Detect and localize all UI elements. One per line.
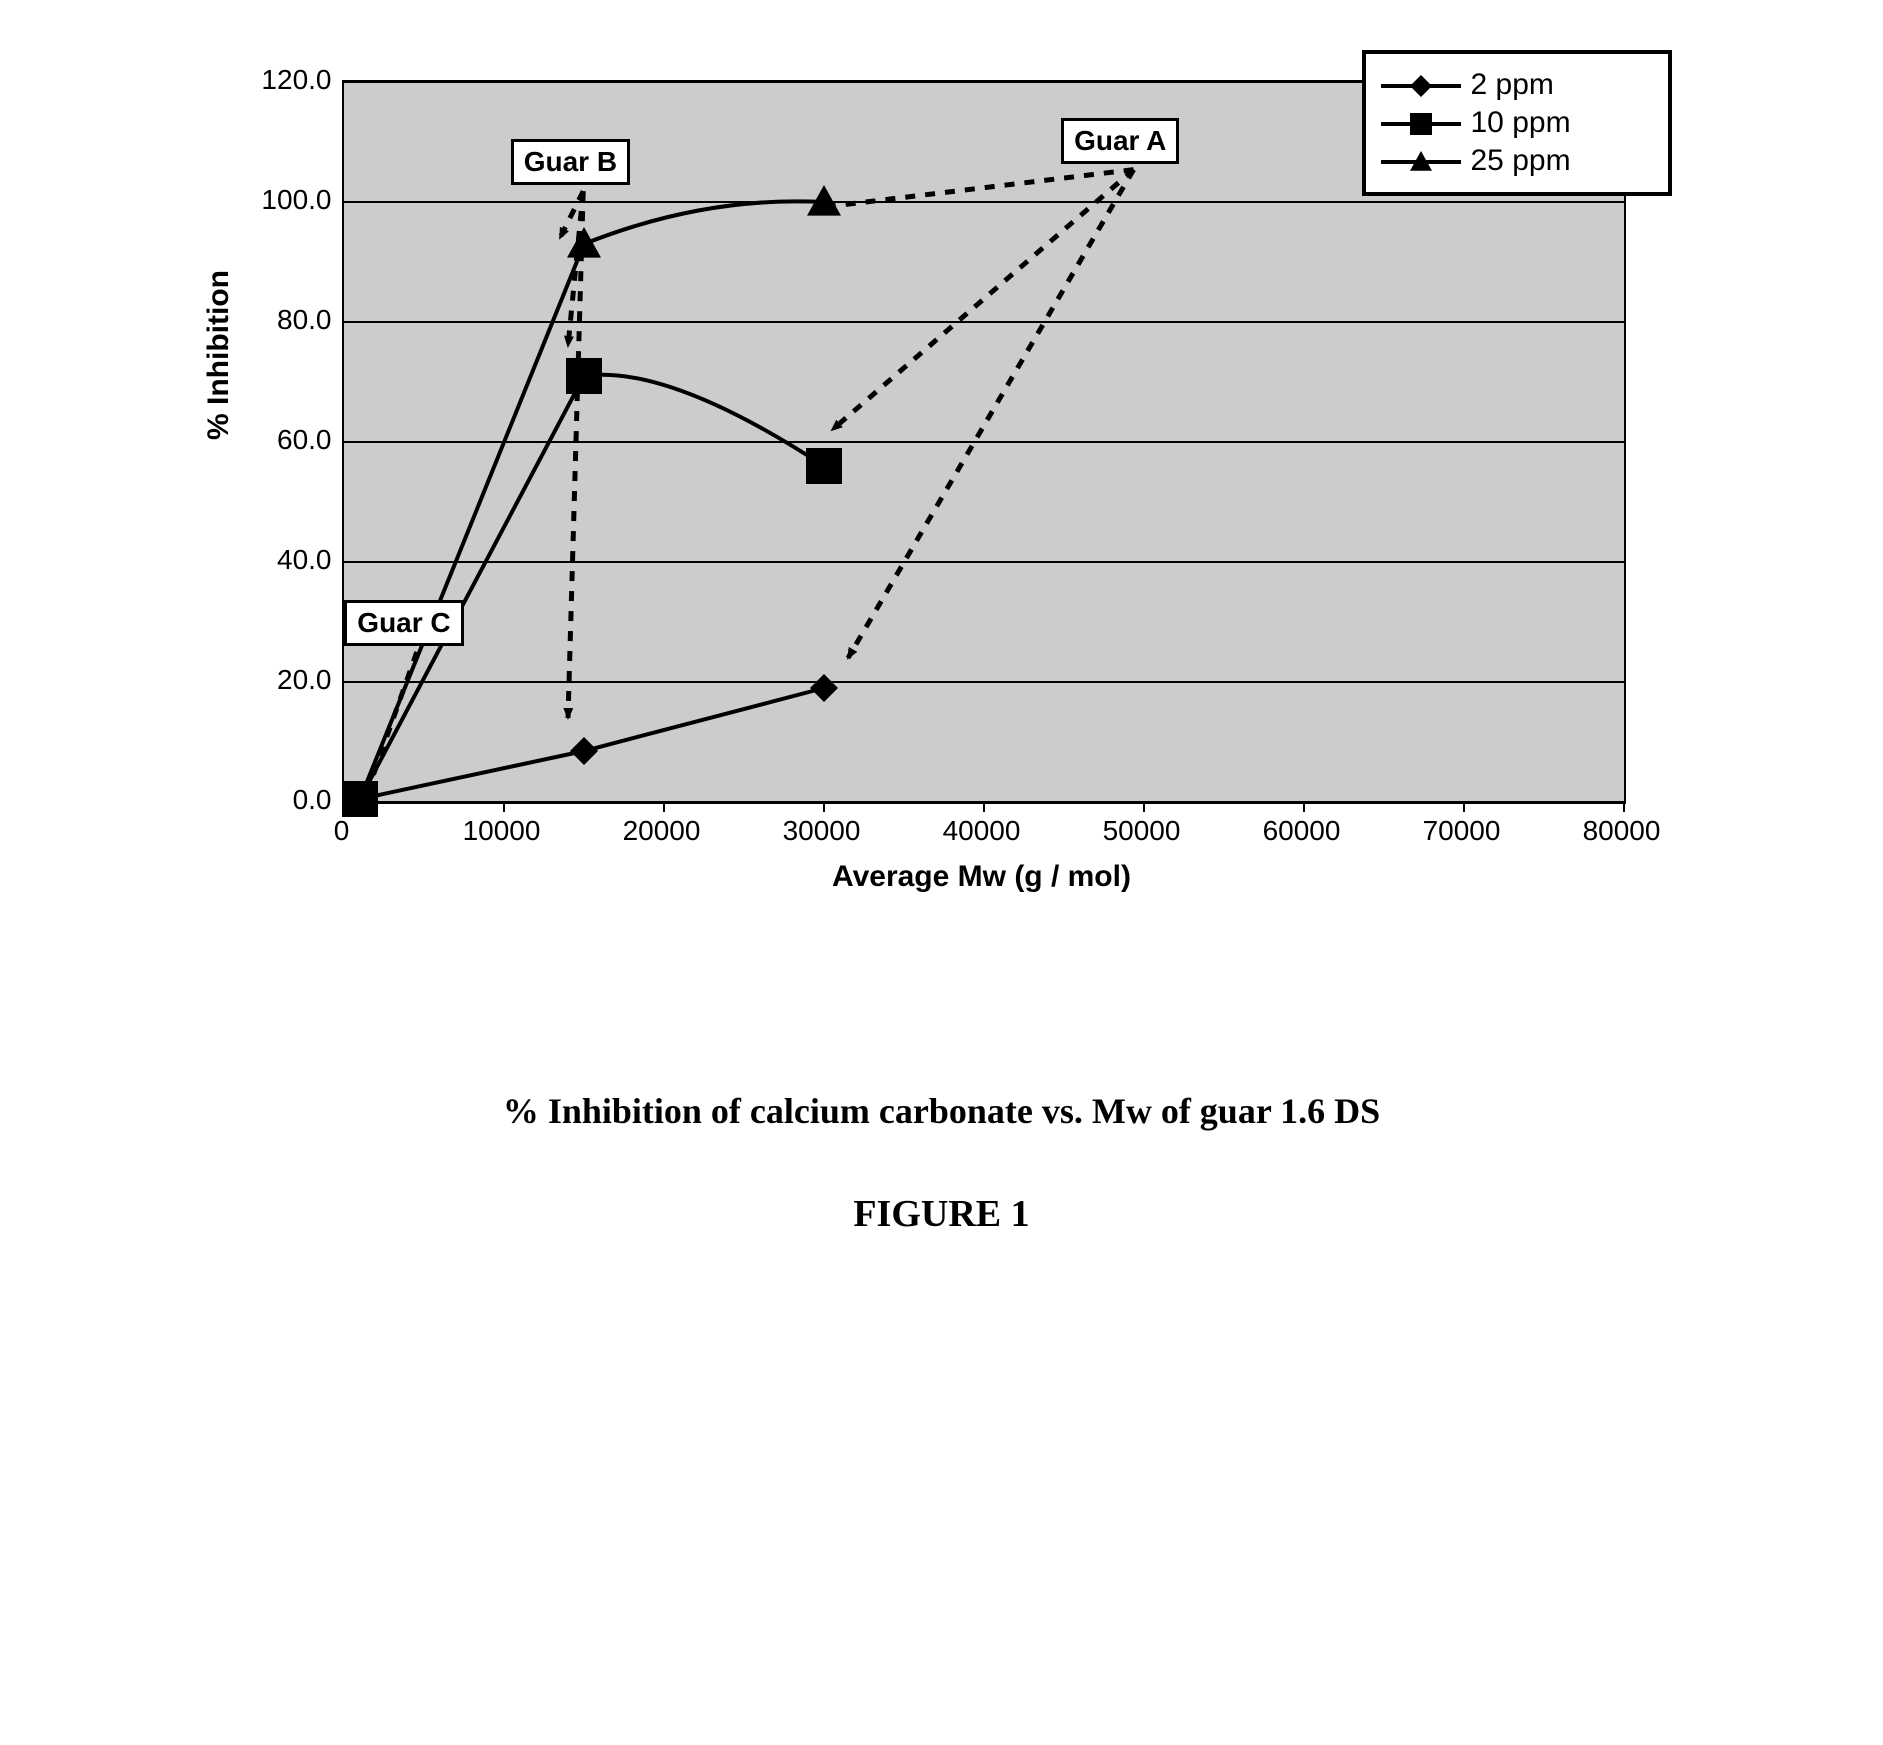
caption: % Inhibition of calcium carbonate vs. Mw… xyxy=(192,1090,1692,1132)
x-tick-label: 70000 xyxy=(1423,815,1501,847)
chart-container: % Inhibition Average Mw (g / mol) 0.0 20.… xyxy=(192,40,1692,940)
x-tick-label: 20000 xyxy=(623,815,701,847)
callout-box: Guar C xyxy=(344,600,463,646)
callout-box: Guar A xyxy=(1061,118,1179,164)
legend-row: 2 ppm xyxy=(1381,68,1653,102)
x-axis-label: Average Mw (g / mol) xyxy=(342,860,1622,894)
x-tick-label: 10000 xyxy=(463,815,541,847)
x-tick-label: 30000 xyxy=(783,815,861,847)
x-tick-label: 80000 xyxy=(1583,815,1661,847)
x-tick-label: 40000 xyxy=(943,815,1021,847)
y-axis-label: % Inhibition xyxy=(202,270,236,440)
legend: 2 ppm 10 ppm 25 ppm xyxy=(1362,50,1672,196)
y-tick-label: 60.0 xyxy=(222,424,332,456)
figure-label: FIGURE 1 xyxy=(192,1192,1692,1236)
legend-line xyxy=(1381,108,1461,138)
x-tick-label: 50000 xyxy=(1103,815,1181,847)
legend-label: 25 ppm xyxy=(1471,144,1571,178)
x-tick-label: 0 xyxy=(334,815,350,847)
x-tick-label: 60000 xyxy=(1263,815,1341,847)
y-tick-label: 120.0 xyxy=(222,64,332,96)
legend-row: 10 ppm xyxy=(1381,106,1653,140)
legend-line xyxy=(1381,146,1461,176)
y-tick-label: 80.0 xyxy=(222,304,332,336)
callout-box: Guar B xyxy=(511,139,630,185)
legend-label: 10 ppm xyxy=(1471,106,1571,140)
y-tick-label: 20.0 xyxy=(222,664,332,696)
y-tick-label: 40.0 xyxy=(222,544,332,576)
legend-label: 2 ppm xyxy=(1471,68,1554,102)
legend-row: 25 ppm xyxy=(1381,144,1653,178)
y-tick-label: 0.0 xyxy=(222,784,332,816)
legend-line xyxy=(1381,70,1461,100)
y-tick-label: 100.0 xyxy=(222,184,332,216)
